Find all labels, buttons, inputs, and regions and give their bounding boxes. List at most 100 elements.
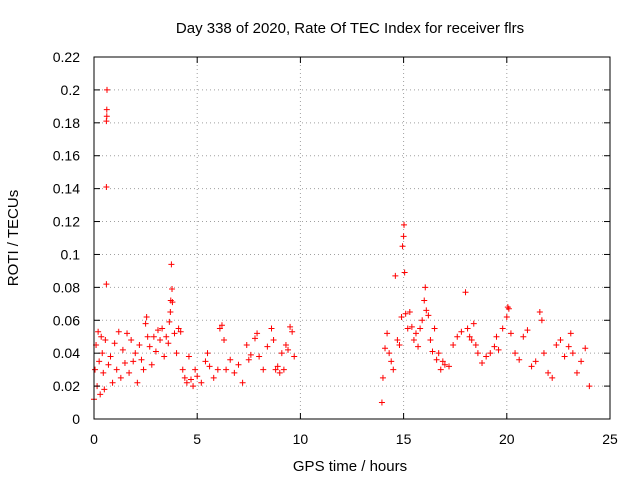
data-point-0-134 bbox=[437, 366, 444, 373]
y-axis-title: ROTI / TECUs bbox=[5, 190, 22, 286]
data-point-0-139 bbox=[454, 333, 461, 340]
data-point-0-71 bbox=[210, 374, 217, 381]
grid-lines bbox=[94, 57, 610, 419]
y-tick-label: 0.04 bbox=[53, 345, 80, 361]
data-point-0-57 bbox=[175, 325, 182, 332]
data-point-0-170 bbox=[553, 341, 560, 348]
data-point-0-44 bbox=[157, 337, 164, 344]
data-point-0-175 bbox=[569, 350, 576, 357]
data-point-0-19 bbox=[107, 353, 114, 360]
data-point-0-110 bbox=[396, 341, 403, 348]
data-point-0-148 bbox=[479, 360, 486, 367]
data-point-0-22 bbox=[113, 366, 120, 373]
data-point-0-135 bbox=[439, 358, 446, 365]
y-tick-label: 0.14 bbox=[53, 181, 80, 197]
data-point-0-65 bbox=[192, 366, 199, 373]
data-point-0-4 bbox=[95, 328, 102, 335]
data-point-0-130 bbox=[429, 348, 436, 355]
y-tick-label: 0.08 bbox=[53, 279, 80, 295]
data-point-0-100 bbox=[291, 353, 298, 360]
data-point-0-63 bbox=[188, 376, 195, 383]
data-point-0-58 bbox=[177, 328, 184, 335]
data-point-0-29 bbox=[128, 337, 135, 344]
x-tick-label: 10 bbox=[293, 431, 309, 447]
data-point-0-154 bbox=[499, 325, 506, 332]
data-point-0-90 bbox=[270, 337, 277, 344]
data-point-0-23 bbox=[115, 328, 122, 335]
data-point-0-122 bbox=[415, 343, 422, 350]
data-point-0-37 bbox=[143, 313, 150, 320]
data-point-0-34 bbox=[138, 356, 145, 363]
data-point-0-99 bbox=[289, 328, 296, 335]
data-point-0-157 bbox=[505, 305, 512, 312]
data-point-0-131 bbox=[431, 325, 438, 332]
data-point-0-7 bbox=[98, 333, 105, 340]
data-point-0-101 bbox=[378, 399, 385, 406]
data-point-0-86 bbox=[256, 353, 263, 360]
data-point-0-28 bbox=[126, 369, 133, 376]
data-point-0-149 bbox=[483, 353, 490, 360]
data-point-0-163 bbox=[528, 363, 535, 370]
data-point-0-60 bbox=[181, 374, 188, 381]
data-point-0-79 bbox=[235, 361, 242, 368]
data-point-0-138 bbox=[450, 341, 457, 348]
data-point-0-85 bbox=[254, 330, 261, 337]
data-point-0-33 bbox=[136, 341, 143, 348]
data-point-0-164 bbox=[532, 358, 539, 365]
data-point-0-161 bbox=[520, 333, 527, 340]
data-point-0-55 bbox=[171, 330, 178, 337]
plot-frame bbox=[93, 56, 611, 420]
data-point-0-108 bbox=[392, 272, 399, 279]
data-point-0-105 bbox=[386, 350, 393, 357]
data-point-0-169 bbox=[549, 374, 556, 381]
data-point-0-95 bbox=[280, 366, 287, 373]
data-point-0-35 bbox=[140, 366, 147, 373]
data-point-0-24 bbox=[117, 374, 124, 381]
y-tick-label: 0.12 bbox=[53, 214, 80, 230]
y-tick-label: 0.18 bbox=[53, 115, 80, 131]
data-point-0-6 bbox=[97, 391, 104, 398]
data-point-0-179 bbox=[586, 383, 593, 390]
data-point-0-5 bbox=[96, 358, 103, 365]
data-point-0-39 bbox=[146, 343, 153, 350]
data-point-0-152 bbox=[493, 333, 500, 340]
data-point-0-8 bbox=[99, 350, 106, 357]
data-point-0-178 bbox=[582, 345, 589, 352]
data-point-0-123 bbox=[417, 325, 424, 332]
data-point-0-117 bbox=[404, 325, 411, 332]
data-point-0-13 bbox=[103, 183, 110, 190]
data-point-0-67 bbox=[198, 379, 205, 386]
data-point-0-25 bbox=[119, 346, 126, 353]
data-point-0-66 bbox=[194, 373, 201, 380]
data-points bbox=[91, 86, 593, 406]
data-point-0-61 bbox=[183, 379, 190, 386]
data-point-0-168 bbox=[545, 369, 552, 376]
data-point-0-48 bbox=[165, 340, 172, 347]
data-point-0-12 bbox=[103, 281, 110, 288]
y-tick-label: 0.02 bbox=[53, 378, 80, 394]
data-point-0-104 bbox=[384, 330, 391, 337]
data-point-0-98 bbox=[287, 323, 294, 330]
data-point-0-116 bbox=[402, 310, 409, 317]
data-point-0-49 bbox=[166, 318, 173, 325]
data-point-0-162 bbox=[524, 327, 531, 334]
data-point-0-38 bbox=[144, 333, 151, 340]
data-point-0-129 bbox=[427, 337, 434, 344]
data-point-0-54 bbox=[169, 299, 176, 306]
y-tick-label: 0.06 bbox=[53, 312, 80, 328]
data-point-0-76 bbox=[223, 366, 230, 373]
data-point-0-36 bbox=[142, 320, 149, 327]
data-point-0-1 bbox=[92, 366, 99, 373]
data-point-0-17 bbox=[104, 86, 111, 93]
y-tick-label: 0.2 bbox=[61, 82, 81, 98]
data-point-0-42 bbox=[152, 348, 159, 355]
data-point-0-114 bbox=[401, 221, 408, 228]
x-tick-label: 15 bbox=[396, 431, 412, 447]
data-point-0-96 bbox=[282, 341, 289, 348]
data-point-0-16 bbox=[103, 106, 110, 113]
data-point-0-173 bbox=[565, 343, 572, 350]
data-point-0-92 bbox=[274, 363, 281, 370]
data-point-0-27 bbox=[124, 330, 131, 337]
data-point-0-83 bbox=[247, 351, 254, 358]
